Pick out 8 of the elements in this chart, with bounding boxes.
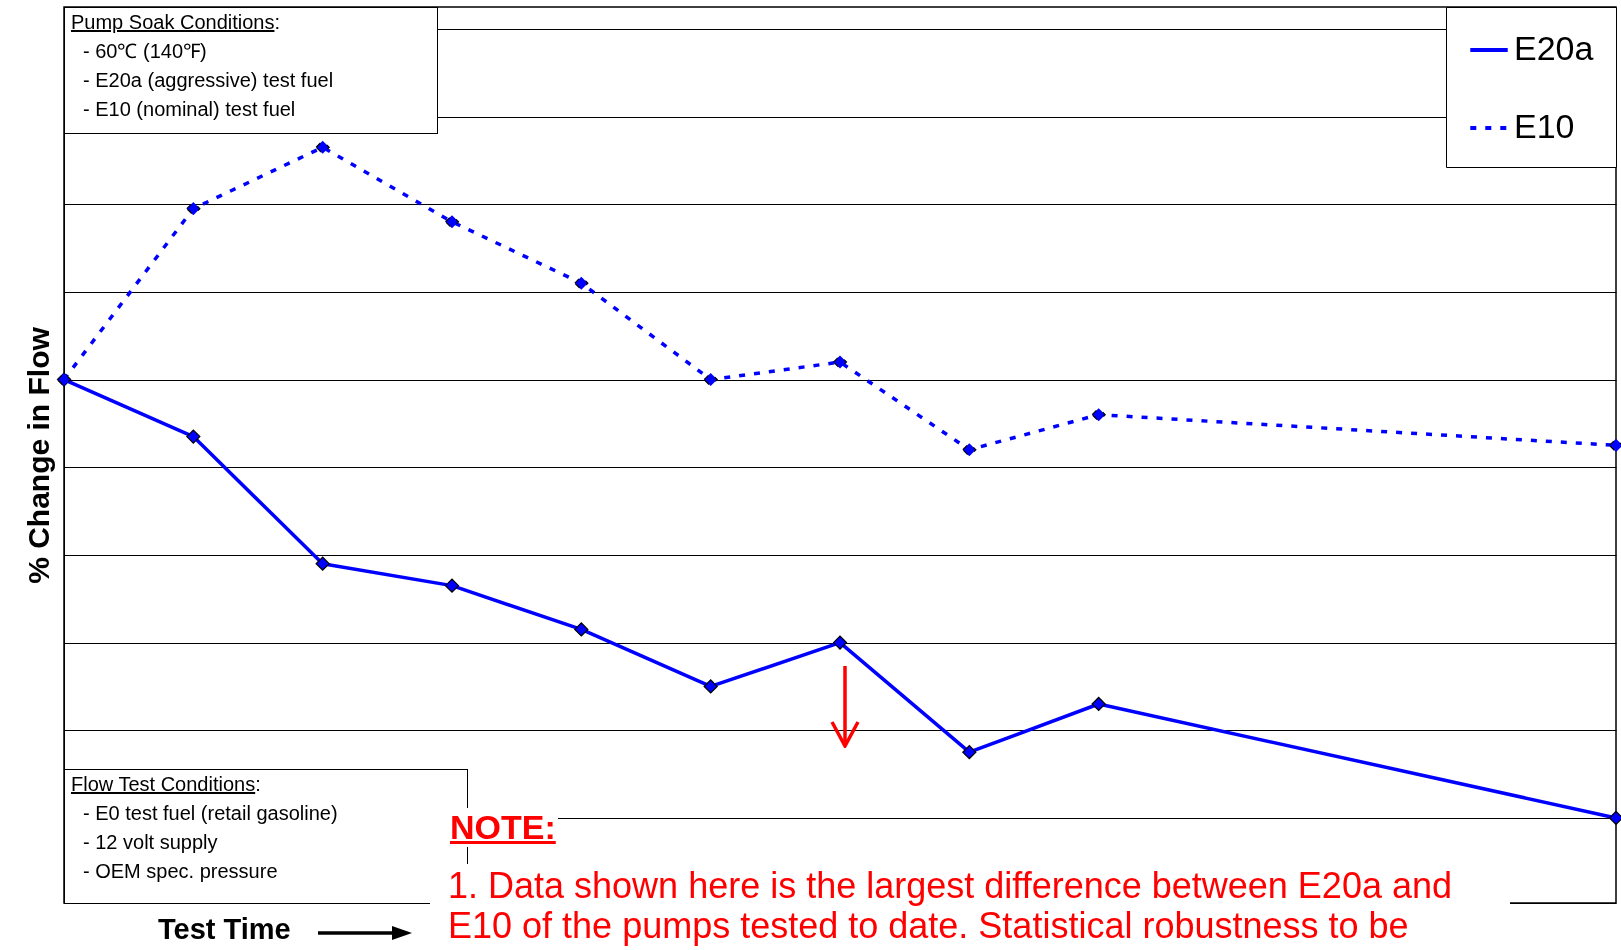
text-box: Pump Soak Conditions: - 60℃ (140℉) - E20a (aggressive) test fuel - E10 (nominal) test fuel [64, 7, 438, 134]
annotation: Flow Test Conditions: - E0 test fuel (retail gasoline) - 12 volt supply - OEM spec. pressure [71, 772, 339, 882]
annotation: NOTE: [448, 808, 558, 847]
legend-label: E20a [1514, 29, 1594, 67]
text: 1. Data shown here is the largest difference between E20a and E10 of the pumps tested to date. Statistical robustness to be [430, 864, 1510, 950]
x-axis-title: Test Time [158, 913, 291, 946]
legend-label: E10 [1514, 107, 1575, 145]
y-axis-title: % Change in Flow [21, 326, 55, 584]
